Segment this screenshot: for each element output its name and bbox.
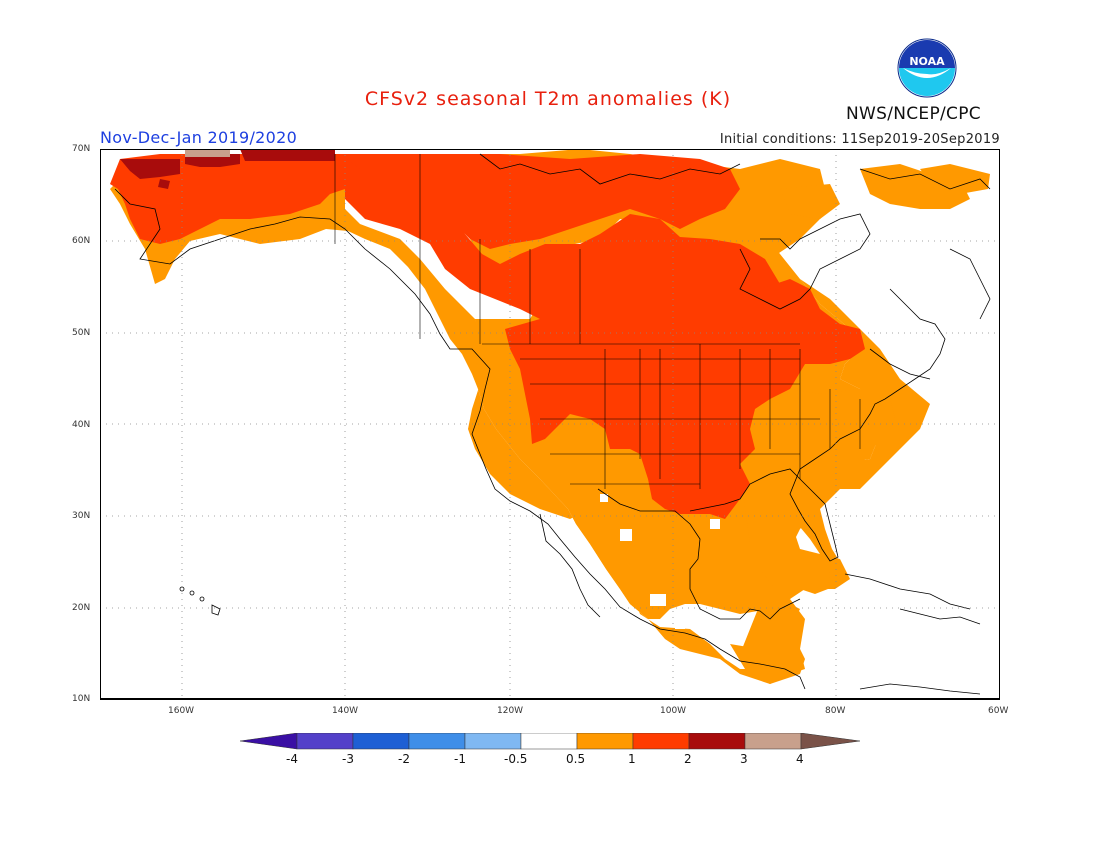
colorbar <box>240 733 861 750</box>
lat-label: 30N <box>72 511 91 521</box>
lon-label: 60W <box>988 706 1009 716</box>
anomaly-region-2-to-3 <box>120 149 335 189</box>
lat-label: 20N <box>72 603 91 613</box>
forecast-period: Nov-Dec-Jan 2019/2020 <box>100 128 298 147</box>
colorbar-label: -2 <box>398 752 410 766</box>
colorbar-label: -3 <box>342 752 354 766</box>
lat-label: 70N <box>72 144 91 154</box>
below-threshold-patches <box>600 494 720 629</box>
anomaly-map <box>100 149 1000 700</box>
map-frame <box>100 149 1000 700</box>
lon-label: 140W <box>332 706 359 716</box>
colorbar-label: -1 <box>454 752 466 766</box>
colorbar-label: 1 <box>628 752 636 766</box>
lon-label: 160W <box>168 706 195 716</box>
lat-label: 10N <box>72 694 91 704</box>
lat-label: 60N <box>72 236 91 246</box>
anomaly-region-3-to-4 <box>185 149 230 157</box>
colorbar-label: 3 <box>740 752 748 766</box>
hawaii-islands <box>179 586 221 616</box>
logo-text: NOAA <box>909 55 945 68</box>
colorbar-label: -4 <box>286 752 298 766</box>
coastlines <box>114 153 991 695</box>
grid-lines <box>100 149 1000 699</box>
colorbar-label: 2 <box>684 752 692 766</box>
colorbar-label: 0.5 <box>566 752 586 766</box>
colorbar-arrow-high <box>800 733 861 750</box>
noaa-logo: NOAA <box>897 38 957 98</box>
lon-label: 80W <box>825 706 846 716</box>
map-title: CFSv2 seasonal T2m anomalies (K) <box>364 88 732 110</box>
colorbar-label: 4 <box>796 752 804 766</box>
organization-label: NWS/NCEP/CPC <box>846 104 981 124</box>
political-borders <box>334 154 861 489</box>
colorbar-label: -0.5 <box>504 752 528 766</box>
lon-label: 100W <box>660 706 687 716</box>
lat-label: 40N <box>72 420 91 430</box>
initial-conditions: Initial conditions: 11Sep2019-20Sep2019 <box>719 132 1000 147</box>
lat-label: 50N <box>72 328 91 338</box>
lon-label: 120W <box>497 706 524 716</box>
colorbar-arrow-low <box>240 733 298 750</box>
